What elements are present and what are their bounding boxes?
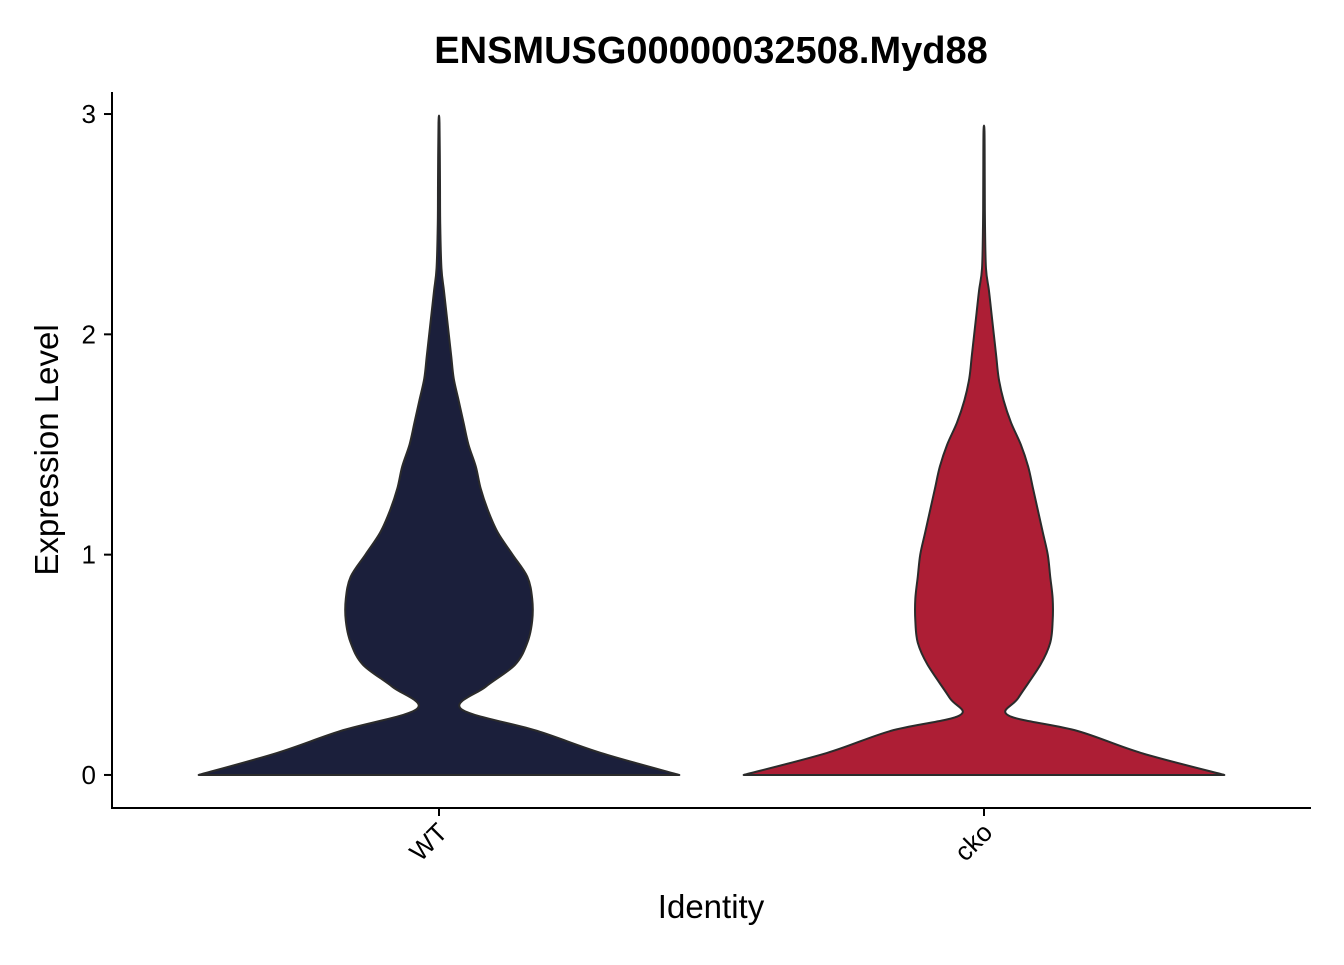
x-axis-label: Identity bbox=[658, 888, 765, 925]
violins bbox=[197, 114, 1226, 776]
y-tick-label: 2 bbox=[82, 319, 96, 349]
x-ticks: WT cko bbox=[403, 808, 998, 867]
y-axis-label: Expression Level bbox=[28, 324, 65, 575]
x-tick-label: WT bbox=[403, 817, 453, 867]
y-tick-label: 0 bbox=[82, 760, 96, 790]
violin-cko bbox=[742, 124, 1226, 776]
violin-wt bbox=[197, 114, 681, 776]
y-tick-label: 3 bbox=[82, 99, 96, 129]
x-tick-label: cko bbox=[948, 817, 998, 867]
y-tick-label: 1 bbox=[82, 540, 96, 570]
chart-title: ENSMUSG00000032508.Myd88 bbox=[434, 30, 987, 72]
y-ticks: 0 1 2 3 bbox=[82, 99, 112, 790]
